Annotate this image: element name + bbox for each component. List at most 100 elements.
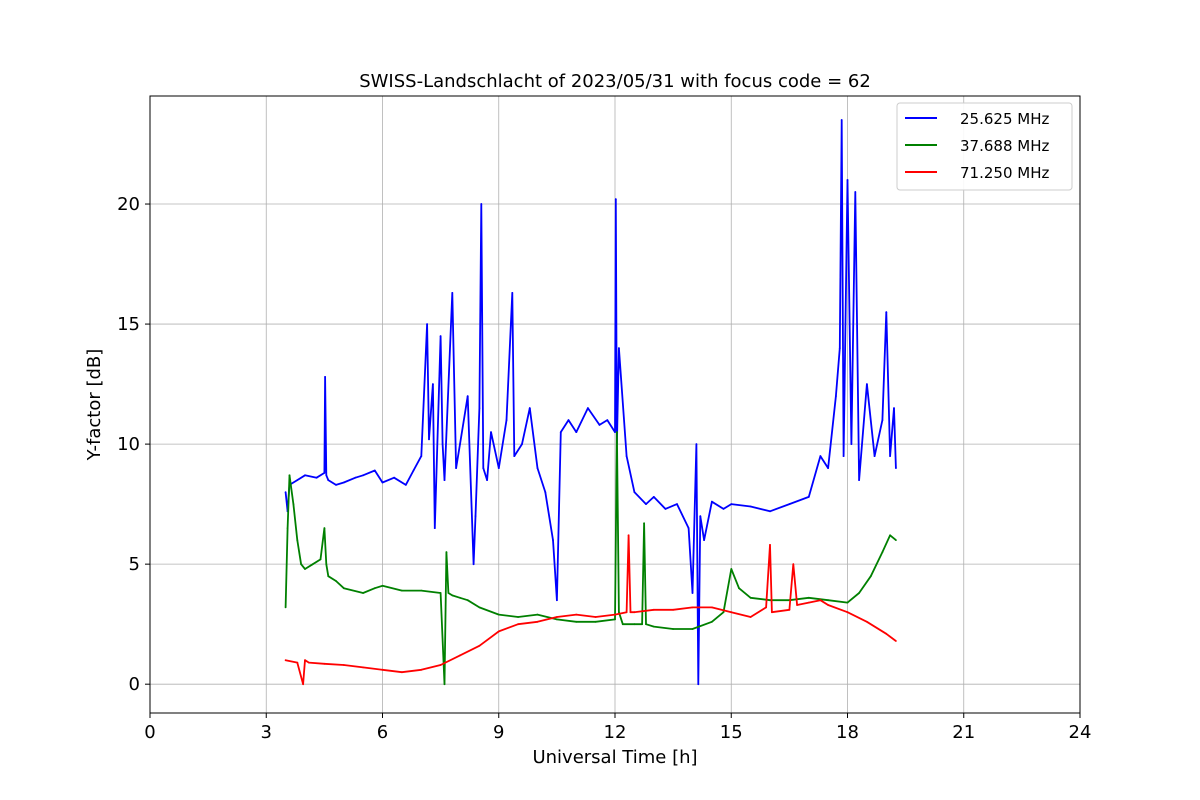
data-point [441,443,444,445]
data-point [308,661,310,664]
x-tick-label: 21 [952,722,975,743]
data-point [835,395,837,397]
data-point [587,407,589,409]
data-point [885,632,888,635]
data-point [559,431,562,433]
data-point [342,481,345,484]
data-point [618,611,620,614]
data-point [497,467,500,469]
data-point [792,563,795,566]
data-point [459,443,461,445]
data-point [478,606,481,609]
legend: 25.625 MHz 37.688 MHz 71.250 MHz [896,102,1073,191]
data-point [846,179,849,181]
data-point [885,311,888,313]
data-point [513,455,516,457]
data-point [451,292,454,294]
data-point [730,503,733,505]
data-point [432,383,434,385]
data-point [362,592,364,594]
x-axis-label: Universal Time [h] [532,747,697,768]
data-point [840,119,843,121]
data-point [401,589,403,592]
data-point [691,628,694,630]
data-point [567,419,570,421]
data-point [598,424,601,426]
data-point [459,654,461,657]
data-point [439,335,442,337]
data-point [455,467,457,469]
x-tick-label: 15 [720,722,743,743]
legend-entry-label: 25.625 MHz [960,110,1049,128]
data-point [672,628,674,630]
data-point [672,608,674,611]
data-point [895,539,897,541]
data-point [490,431,492,433]
data-point [393,476,395,479]
data-point [893,407,895,409]
chart-title: SWISS-Landschlacht of 2023/05/31 with fo… [359,71,871,92]
data-point [286,527,289,529]
data-point [771,611,773,614]
data-point [749,596,752,599]
data-point [511,292,514,294]
data-point [842,455,845,457]
data-point [664,508,667,510]
data-point [556,618,558,621]
data-point [645,503,647,505]
data-point [505,419,508,421]
legend-entry-label: 71.250 MHz [960,164,1049,182]
data-point [594,616,597,618]
data-point [482,467,485,469]
data-point [895,467,897,469]
legend-box [896,102,1073,191]
data-point [749,616,752,618]
data-point [451,594,454,597]
data-point [769,510,771,513]
data-point [327,575,330,578]
data-point [796,604,798,606]
data-point [866,620,868,623]
data-point [404,484,407,486]
data-point [703,539,705,541]
data-point [594,620,597,623]
data-point [300,563,302,566]
data-point [323,527,326,529]
data-point [866,383,868,385]
data-point [447,592,450,594]
x-tick-label: 6 [377,722,388,743]
y-tick-label: 10 [117,434,140,455]
data-point [296,539,299,541]
data-point [556,599,558,602]
data-point [420,668,423,671]
x-tick-label: 3 [261,722,272,743]
data-point [443,479,446,481]
series-37-688-MHz [284,431,897,686]
data-point [641,623,643,626]
data-point [373,587,376,590]
plot-series [284,119,897,686]
data-point [315,476,318,479]
data-point [652,608,655,611]
data-point [459,596,461,599]
data-point [889,455,891,457]
data-point [381,481,384,484]
data-point [722,611,725,614]
data-point [614,431,616,433]
data-point [627,534,630,537]
data-point [850,443,853,445]
data-point [769,599,771,602]
data-point [873,455,876,457]
data-point [420,589,423,592]
series-71-250-MHz [284,534,897,686]
data-point [827,599,829,602]
data-point [556,616,558,618]
x-tick-label: 0 [144,722,155,743]
data-point [288,474,291,477]
data-point [323,662,326,665]
data-point [807,596,810,599]
data-point [412,469,415,472]
data-point [838,347,841,349]
data-point [401,671,403,674]
